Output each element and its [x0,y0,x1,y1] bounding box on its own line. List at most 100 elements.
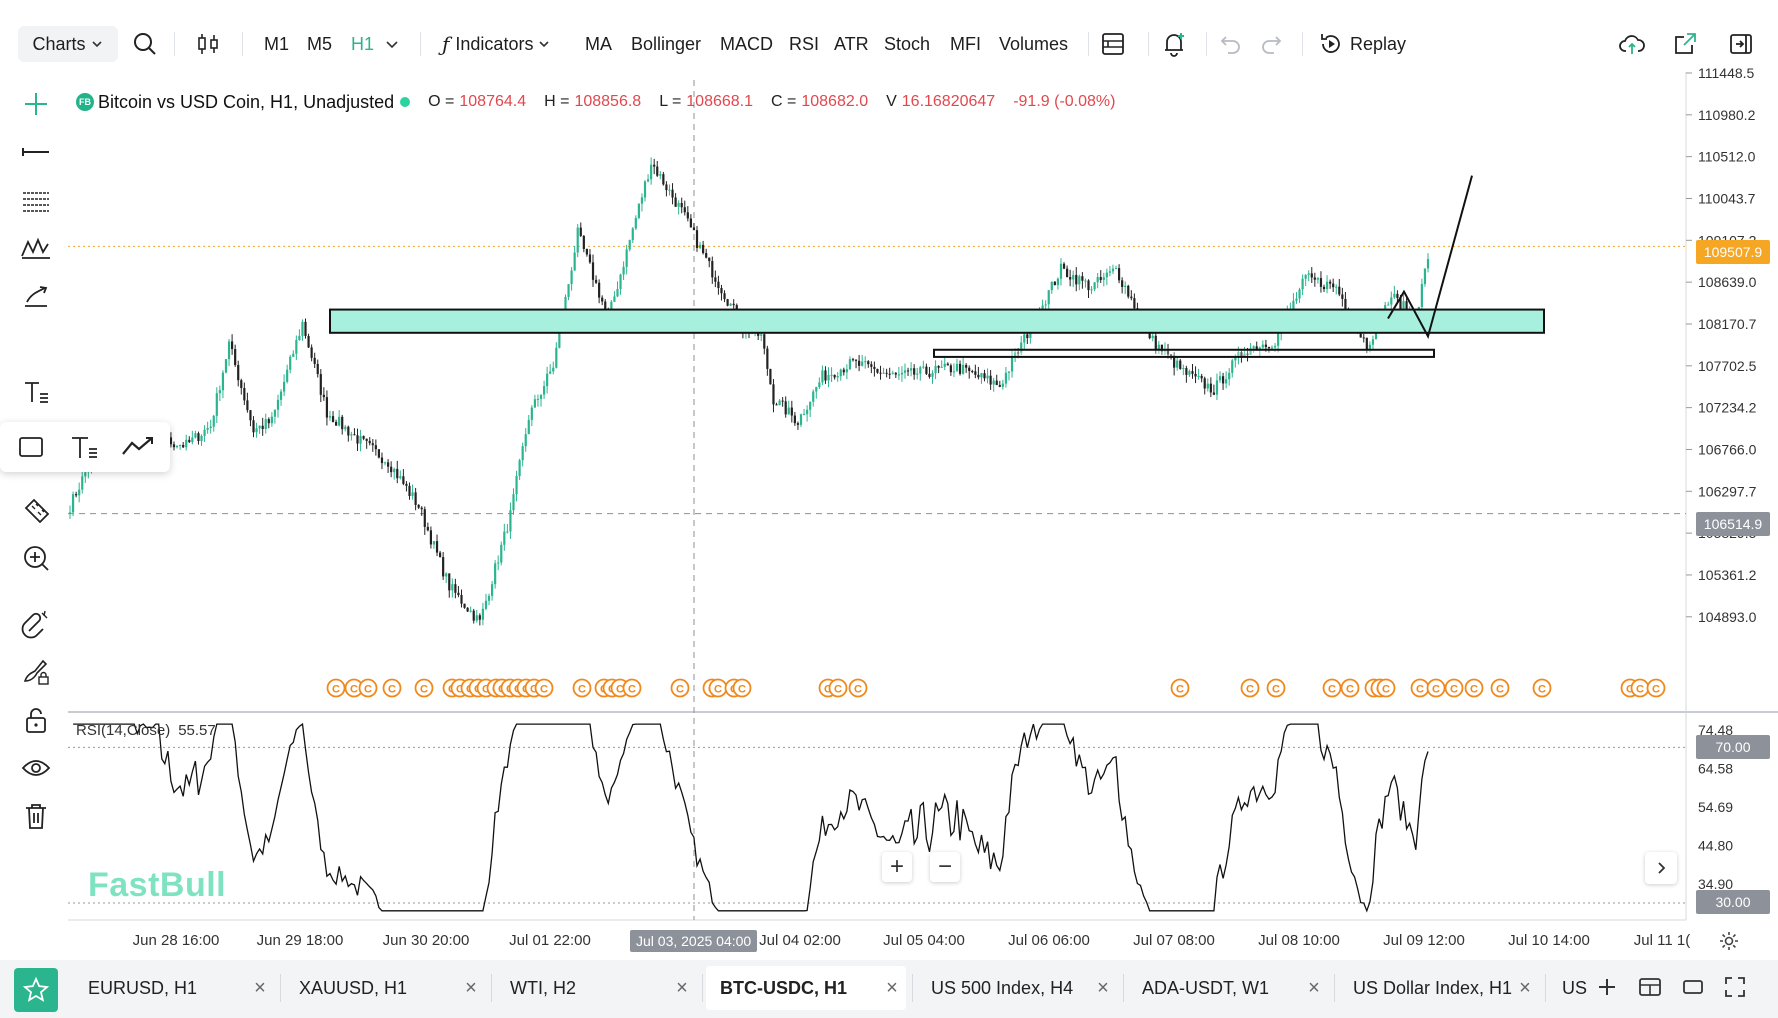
lock-drawing-tool[interactable] [18,654,54,690]
rsi-tick-label: 44.80 [1698,837,1733,853]
zoom-tool[interactable] [18,540,54,576]
magnet-tool[interactable] [18,606,54,642]
exit-button[interactable] [1728,26,1754,62]
line-tool[interactable] [18,134,54,170]
text-note-tool[interactable] [68,432,100,467]
candle [760,334,763,336]
scroll-to-latest-button[interactable] [1645,852,1677,884]
indicator-ma[interactable]: MA [585,33,612,54]
text-tool[interactable] [18,374,54,410]
window-mode-button[interactable] [1682,976,1704,1003]
event-marker-ring [1532,678,1552,698]
layout-button[interactable] [1100,26,1126,62]
symbol-tab[interactable]: US [1552,966,1587,1010]
alert-button[interactable] [1160,26,1188,62]
price-tick-label: 110512.0 [1698,149,1756,165]
indicators-label: Indicators [455,33,534,54]
symbol-tab[interactable]: BTC-USDC, H1 [706,966,906,1010]
indicator-atr[interactable]: ATR [834,33,869,54]
candle [992,380,995,385]
redo-button[interactable] [1258,26,1284,62]
path-tool[interactable] [120,432,156,467]
chart-area[interactable]: CCCCCCCCCCCCCCCCCCCCCCCCCCCCCCCCCCCCCCCC… [0,0,1778,960]
split-view-button[interactable] [1638,976,1662,1003]
candle [1197,375,1200,377]
close-tab-button[interactable]: × [676,976,688,999]
candle [246,400,249,411]
event-marker-letter: C [1176,684,1184,696]
zoom-out-button[interactable]: − [930,852,960,882]
lock-all-tool[interactable] [18,702,54,738]
event-marker-ring [1340,678,1360,698]
charts-menu-button[interactable]: Charts [18,26,118,62]
indicator-bollinger[interactable]: Bollinger [631,33,702,54]
close-tab-button[interactable]: × [1519,976,1531,999]
close-tab-button[interactable]: × [1308,976,1320,999]
candle [683,207,686,213]
candle [698,244,702,248]
time-tick-label: Jul 07 08:00 [1133,932,1215,949]
indicator-macd[interactable]: MACD [720,33,773,54]
close-tab-button[interactable]: × [886,976,898,999]
fib-tool[interactable] [18,182,54,218]
close-tab-button[interactable]: × [254,976,266,999]
measure-tool[interactable] [18,492,54,528]
candle [1246,353,1249,355]
symbol-tab[interactable]: US Dollar Index, H1 [1339,966,1539,1010]
indicator-rsi[interactable]: RSI [789,33,820,54]
candle [1075,274,1078,285]
symbol-tab[interactable]: ADA-USDT, W1 [1128,966,1328,1010]
plus-icon [1599,979,1615,995]
indicator-stoch[interactable]: Stoch [884,33,931,54]
rsi-tick-label: 34.90 [1698,876,1733,892]
trend-tool[interactable] [18,278,54,314]
chart-canvas[interactable]: CCCCCCCCCCCCCCCCCCCCCCCCCCCCCCCCCCCCCCCC… [0,0,1778,960]
symbol-tab[interactable]: US 500 Index, H4 [917,966,1117,1010]
text-icon [72,437,97,458]
candle [490,584,494,596]
cloud-save-button[interactable] [1618,26,1646,62]
candle [350,434,353,436]
undo-button[interactable] [1218,26,1244,62]
chart-settings-button[interactable] [1718,930,1740,957]
candle [705,253,708,258]
candle [815,387,818,392]
rectangle-tool[interactable] [16,432,46,467]
close-tab-button[interactable]: × [1097,976,1109,999]
crosshair-tool[interactable] [18,86,54,122]
event-marker-ring [1464,678,1484,698]
symbol-tab[interactable]: EURUSD, H1 [74,966,274,1010]
search-button[interactable] [132,26,158,62]
candle [338,416,341,426]
candle [910,368,913,371]
fullscreen-button[interactable] [1724,976,1746,1003]
timeframe-m5[interactable]: M5 [307,33,333,54]
trend-icon [25,286,48,307]
event-marker-ring [622,678,642,698]
candle [928,373,931,377]
candle [524,434,527,447]
delete-drawings-tool[interactable] [18,798,54,834]
time-tick-label: Jul 04 02:00 [759,932,841,949]
indicator-mfi[interactable]: MFI [950,33,981,54]
timeframe-h1[interactable]: H1 [351,33,375,54]
zoom-in-button[interactable]: + [882,852,912,882]
visibility-tool[interactable] [18,750,54,786]
chart-type-button[interactable] [196,26,220,62]
close-tab-button[interactable]: × [465,976,477,999]
candle [227,341,231,360]
candle [78,489,81,496]
replay-button[interactable]: Replay [1318,26,1406,62]
pattern-tool[interactable] [18,230,54,266]
symbol-tab[interactable]: XAUUSD, H1 [285,966,485,1010]
event-marker-letter: C [578,684,586,696]
timeframe-m1[interactable]: M1 [264,33,290,54]
watchlist-button[interactable] [14,968,58,1012]
candle [980,373,983,378]
add-tab-button[interactable] [1596,976,1618,1003]
indicators-button[interactable]: ƒ Indicators [442,26,551,62]
indicator-volumes[interactable]: Volumes [999,33,1069,54]
timeframe-dropdown[interactable] [384,26,400,62]
share-button[interactable] [1672,26,1698,62]
symbol-tab[interactable]: WTI, H2 [496,966,696,1010]
